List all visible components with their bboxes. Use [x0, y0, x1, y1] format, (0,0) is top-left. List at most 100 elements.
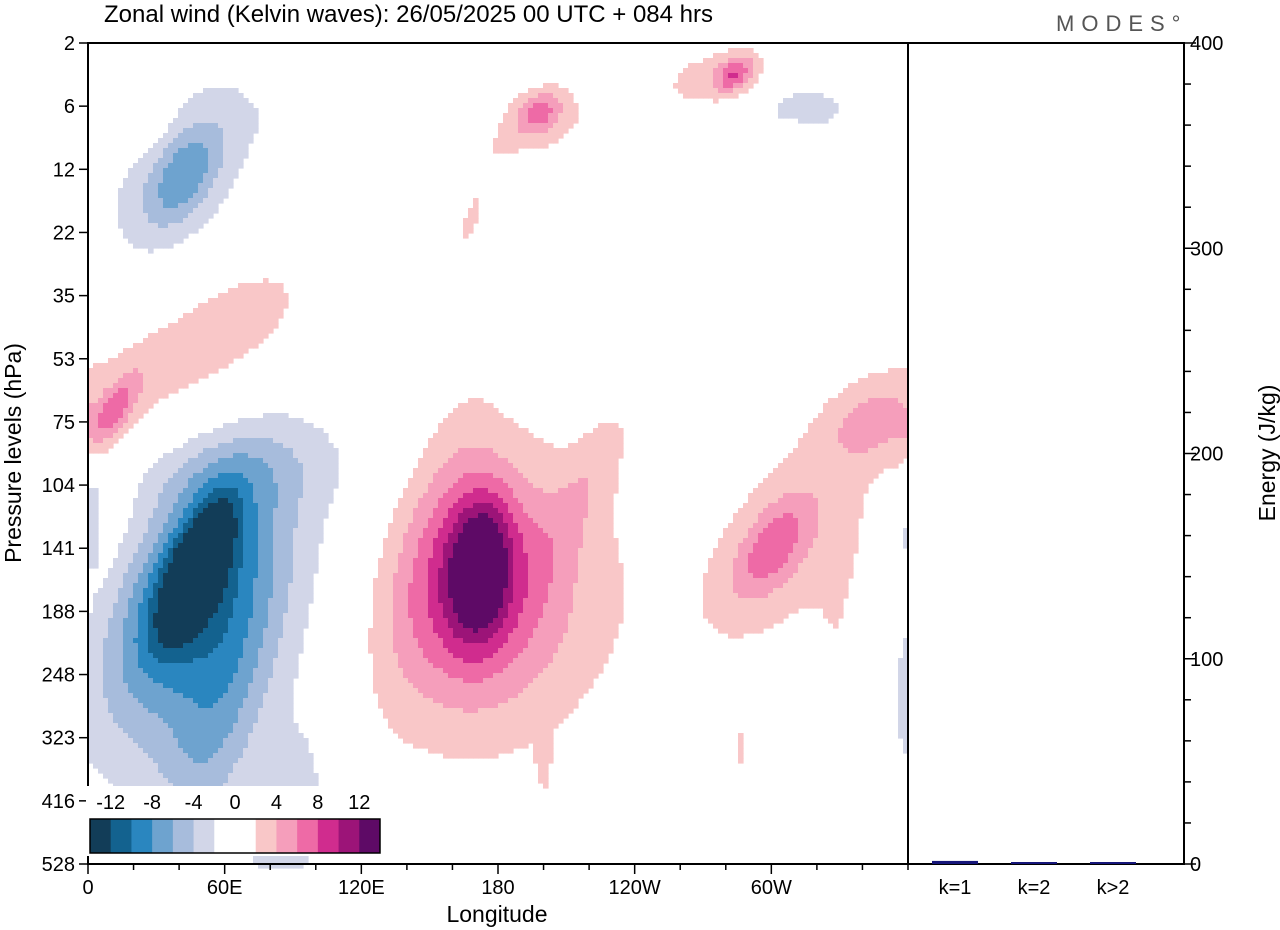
heat-cell	[138, 398, 144, 404]
heat-cell	[138, 158, 144, 164]
heat-cell	[208, 673, 214, 679]
heat-cell	[103, 758, 109, 764]
heat-cell	[203, 493, 209, 499]
heat-cell	[218, 488, 224, 494]
heat-cell	[208, 558, 214, 564]
heat-cell	[223, 153, 229, 159]
heat-cell	[268, 313, 274, 319]
heat-cell	[258, 768, 264, 774]
heat-cell	[258, 313, 264, 319]
heat-cell	[198, 638, 204, 644]
heat-cell	[278, 423, 284, 429]
heat-cell	[143, 653, 149, 659]
heat-cell	[188, 573, 194, 579]
heat-cell	[168, 358, 174, 364]
heat-cell	[118, 753, 124, 759]
heat-cell	[213, 478, 219, 484]
heat-cell	[228, 338, 234, 344]
heat-cell	[193, 323, 199, 329]
heat-cell	[118, 363, 124, 369]
heat-cell	[88, 613, 94, 619]
heat-cell	[203, 548, 209, 554]
heat-cell	[293, 858, 299, 864]
heat-cell	[253, 443, 259, 449]
heat-cell	[308, 453, 314, 459]
heat-cell	[278, 463, 284, 469]
heat-cell	[303, 463, 309, 469]
heat-cell	[223, 93, 229, 99]
heat-cell	[88, 393, 94, 399]
heat-cell	[233, 573, 239, 579]
heat-cell	[418, 618, 424, 624]
heat-cell	[208, 113, 214, 119]
heat-cell	[278, 723, 284, 729]
heat-cell	[278, 613, 284, 619]
heat-cell	[163, 183, 169, 189]
heat-cell	[268, 733, 274, 739]
heat-cell	[228, 123, 234, 129]
heat-cell	[198, 708, 204, 714]
heat-cell	[263, 758, 269, 764]
heat-cell	[393, 713, 399, 719]
heat-cell	[248, 553, 254, 559]
heat-cell	[193, 438, 199, 444]
heat-cell	[243, 503, 249, 509]
heat-cell	[418, 518, 424, 524]
heat-cell	[288, 723, 294, 729]
heat-cell	[168, 453, 174, 459]
heat-cell	[233, 143, 239, 149]
heat-cell	[88, 683, 94, 689]
heat-cell	[328, 458, 334, 464]
heat-cell	[143, 738, 149, 744]
heat-cell	[178, 463, 184, 469]
heat-cell	[133, 193, 139, 199]
heat-cell	[193, 203, 199, 209]
heat-cell	[273, 323, 279, 329]
heat-cell	[203, 733, 209, 739]
heat-cell	[393, 613, 399, 619]
heat-cell	[393, 628, 399, 634]
heat-cell	[273, 478, 279, 484]
heat-cell	[413, 508, 419, 514]
heat-cell	[183, 598, 189, 604]
heat-cell	[103, 418, 109, 424]
heat-cell	[218, 88, 224, 94]
heat-cell	[123, 618, 129, 624]
heat-cell	[323, 443, 329, 449]
heat-cell	[233, 308, 239, 314]
heat-cell	[243, 558, 249, 564]
heat-cell	[138, 628, 144, 634]
heat-cell	[293, 483, 299, 489]
heat-cell	[418, 588, 424, 594]
heat-cell	[238, 758, 244, 764]
heat-cell	[143, 208, 149, 214]
heat-cell	[413, 598, 419, 604]
heat-cell	[178, 528, 184, 534]
heat-cell	[188, 708, 194, 714]
heat-cell	[138, 768, 144, 774]
heat-cell	[248, 623, 254, 629]
heat-cell	[228, 783, 234, 789]
heat-cell	[198, 573, 204, 579]
heat-cell	[283, 648, 289, 654]
heat-cell	[208, 463, 214, 469]
heat-cell	[213, 118, 219, 124]
heat-cell	[168, 218, 174, 224]
heat-cell	[143, 403, 149, 409]
heat-cell	[298, 503, 304, 509]
heat-cell	[413, 688, 419, 694]
heat-cell	[123, 408, 129, 414]
heat-cell	[278, 863, 284, 869]
heat-cell	[228, 618, 234, 624]
heat-cell	[298, 588, 304, 594]
heat-cell	[383, 558, 389, 564]
heat-cell	[253, 858, 259, 864]
heat-cell	[193, 163, 199, 169]
heat-cell	[298, 858, 304, 864]
heat-cell	[198, 158, 204, 164]
heat-cell	[153, 753, 159, 759]
heat-cell	[388, 643, 394, 649]
heat-cell	[178, 568, 184, 574]
heat-cell	[148, 738, 154, 744]
heat-cell	[213, 123, 219, 129]
